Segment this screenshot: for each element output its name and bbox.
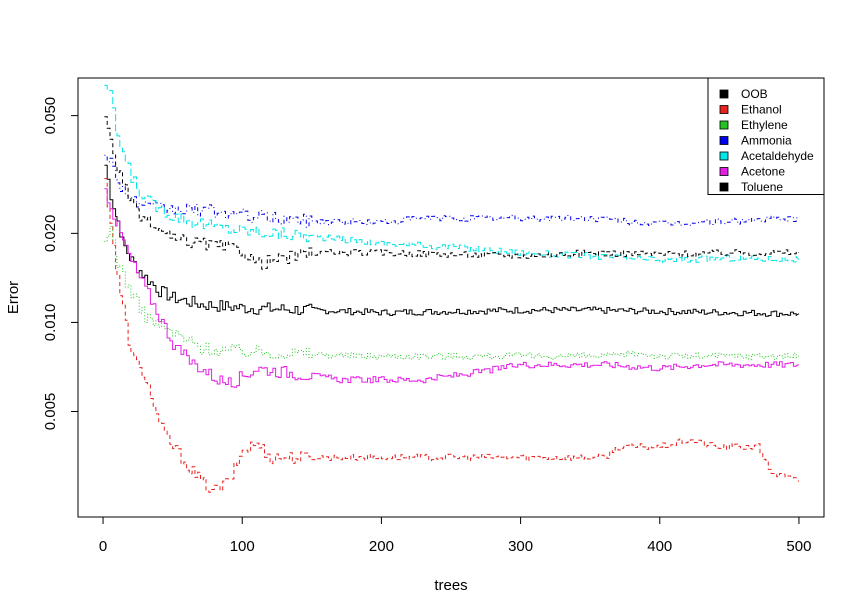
x-axis-title: trees — [434, 577, 467, 594]
y-tick-label: 0.050 — [42, 97, 59, 135]
series-layer — [104, 84, 800, 493]
legend-label: Acetaldehyde — [741, 149, 814, 163]
legend-swatch — [719, 182, 729, 192]
legend-label: Toluene — [741, 180, 783, 194]
series-line-ethanol — [104, 178, 800, 493]
series-line-ethylene — [104, 226, 800, 360]
legend-swatch — [719, 120, 729, 130]
series-line-toluene — [104, 116, 800, 270]
legend-label: OOB — [741, 87, 768, 101]
x-tick-label: 200 — [369, 538, 394, 555]
legend-label: Ammonia — [741, 134, 792, 148]
legend-swatch — [719, 167, 729, 176]
y-axis-title: Error — [5, 281, 22, 314]
y-tick-label: 0.010 — [42, 304, 59, 342]
x-tick-label: 500 — [786, 538, 811, 555]
legend-label: Ethanol — [741, 103, 782, 117]
y-axis: 0.005 0.010 0.020 0.050 — [42, 97, 79, 431]
legend-label: Acetone — [741, 165, 785, 179]
series-line-oob — [104, 164, 800, 317]
x-tick-label: 100 — [230, 538, 255, 555]
series-line-ammonia — [104, 154, 799, 228]
y-tick-label: 0.005 — [42, 393, 59, 431]
legend-swatch — [719, 105, 729, 114]
legend-swatch — [719, 89, 729, 99]
y-tick-label: 0.020 — [42, 215, 59, 253]
legend-label: Ethylene — [741, 118, 788, 132]
x-tick-label: 400 — [647, 538, 672, 555]
x-tick-label: 300 — [508, 538, 533, 555]
series-line-acetone — [104, 188, 800, 388]
series-line-acetaldehyde — [104, 84, 800, 264]
legend-swatch — [719, 136, 729, 145]
legend-swatch — [719, 151, 729, 161]
x-tick-label: 0 — [99, 538, 107, 555]
x-axis: 0 100 200 300 400 500 — [99, 516, 811, 555]
